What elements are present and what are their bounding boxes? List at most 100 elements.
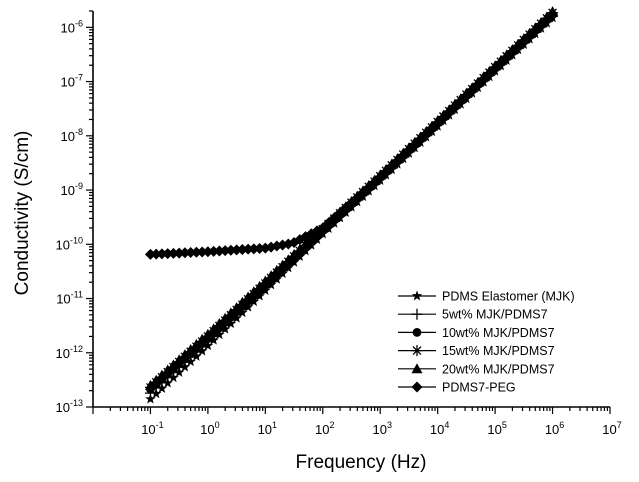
data-point <box>403 144 415 156</box>
y-tick-label: 10-11 <box>56 290 83 307</box>
data-point <box>512 41 524 53</box>
data-point <box>529 25 541 37</box>
data-point <box>541 14 553 26</box>
x-tick-label: 107 <box>602 420 621 437</box>
data-point <box>236 296 248 307</box>
data-point <box>167 359 179 370</box>
legend-label: PDMS Elastomer (MJK) <box>442 290 575 304</box>
data-point <box>225 307 237 318</box>
axes: 10-1 100 101 102 103 104 105 106 107 10-13 10-12 10… <box>56 10 622 437</box>
data-point <box>478 73 490 85</box>
x-tick-label: 100 <box>200 420 219 437</box>
data-point <box>443 106 455 118</box>
x-axis-title: Frequency (Hz) <box>296 452 427 473</box>
data-point <box>495 57 507 69</box>
legend-marker <box>411 381 423 393</box>
data-point <box>437 112 449 124</box>
data-point <box>466 84 478 96</box>
data-point <box>455 95 467 107</box>
data-point <box>190 338 202 349</box>
data-point <box>524 30 536 42</box>
x-tick-label: 106 <box>545 420 564 437</box>
data-point <box>248 286 260 297</box>
data-point <box>277 259 289 270</box>
data-point <box>265 270 277 281</box>
data-point <box>426 123 438 135</box>
legend-item: 5wt% MJK/PDMS7 <box>398 308 548 322</box>
data-point <box>409 139 421 151</box>
data-point <box>288 249 300 259</box>
y-tick-label: 10-13 <box>56 398 83 415</box>
y-tick-label: 10-8 <box>61 127 83 144</box>
data-point <box>449 101 461 113</box>
legend-label: 20wt% MJK/PDMS7 <box>442 362 555 376</box>
data-point <box>271 264 283 275</box>
data-point <box>472 79 484 91</box>
series-diamond <box>144 9 559 260</box>
data-point <box>208 323 220 334</box>
x-tick-label: 104 <box>430 420 449 437</box>
data-point <box>156 369 168 380</box>
data-point <box>374 172 386 184</box>
legend-label: 5wt% MJK/PDMS7 <box>442 308 548 322</box>
data-point <box>254 280 266 291</box>
y-tick-label: 10-6 <box>61 18 83 35</box>
data-point <box>282 254 294 265</box>
data-point <box>501 52 513 64</box>
data-point <box>535 20 547 32</box>
legend-marker <box>411 308 423 320</box>
data-point <box>414 134 426 146</box>
y-tick-label: 10-7 <box>61 73 83 90</box>
legend-item: 20wt% MJK/PDMS7 <box>398 362 555 376</box>
legend-marker <box>411 345 423 357</box>
data-point <box>144 379 156 390</box>
data-point <box>259 275 271 286</box>
x-tick-label: 105 <box>487 420 506 437</box>
data-point <box>231 302 243 313</box>
data-point <box>460 90 472 102</box>
data-point <box>489 62 501 74</box>
legend-item: PDMS Elastomer (MJK) <box>398 290 575 304</box>
data-point <box>196 333 208 344</box>
legend-item: 15wt% MJK/PDMS7 <box>398 344 555 358</box>
data-point <box>213 318 225 328</box>
data-point <box>380 166 392 178</box>
y-tick-label: 10-12 <box>56 344 83 361</box>
data-point <box>506 46 518 58</box>
data-point <box>432 117 444 129</box>
data-point <box>386 161 398 173</box>
data-point <box>547 9 559 21</box>
data-point <box>391 155 403 167</box>
data-point <box>242 291 254 302</box>
data-point <box>202 328 214 339</box>
plot-area <box>144 6 559 404</box>
data-point <box>173 354 185 365</box>
data-point <box>179 349 191 360</box>
legend-label: PDMS7-PEG <box>442 381 516 395</box>
y-axis-title: Conductivity (S/cm) <box>12 131 33 296</box>
data-point <box>483 68 495 80</box>
data-point <box>294 243 306 254</box>
x-tick-label: 10-1 <box>141 420 163 437</box>
legend-label: 10wt% MJK/PDMS7 <box>442 326 555 340</box>
data-point <box>185 344 197 354</box>
x-tick-label: 101 <box>258 420 277 437</box>
legend-item: 10wt% MJK/PDMS7 <box>398 326 555 340</box>
data-point <box>518 36 530 48</box>
data-point <box>420 128 432 140</box>
legend-marker <box>411 363 423 374</box>
legend-label: 15wt% MJK/PDMS7 <box>442 344 555 358</box>
data-point <box>150 374 162 385</box>
x-tick-label: 102 <box>315 420 334 437</box>
x-tick-label: 103 <box>372 420 391 437</box>
y-tick-label: 10-10 <box>56 235 83 252</box>
y-tick-label: 10-9 <box>61 181 83 198</box>
data-point <box>219 312 231 323</box>
legend-marker <box>411 290 423 301</box>
legend-item: PDMS7-PEG <box>398 381 516 395</box>
legend-marker <box>412 328 422 337</box>
data-point <box>162 364 174 375</box>
legend: PDMS Elastomer (MJK) 5wt% MJK/PDMS7 10wt% … <box>398 290 575 395</box>
